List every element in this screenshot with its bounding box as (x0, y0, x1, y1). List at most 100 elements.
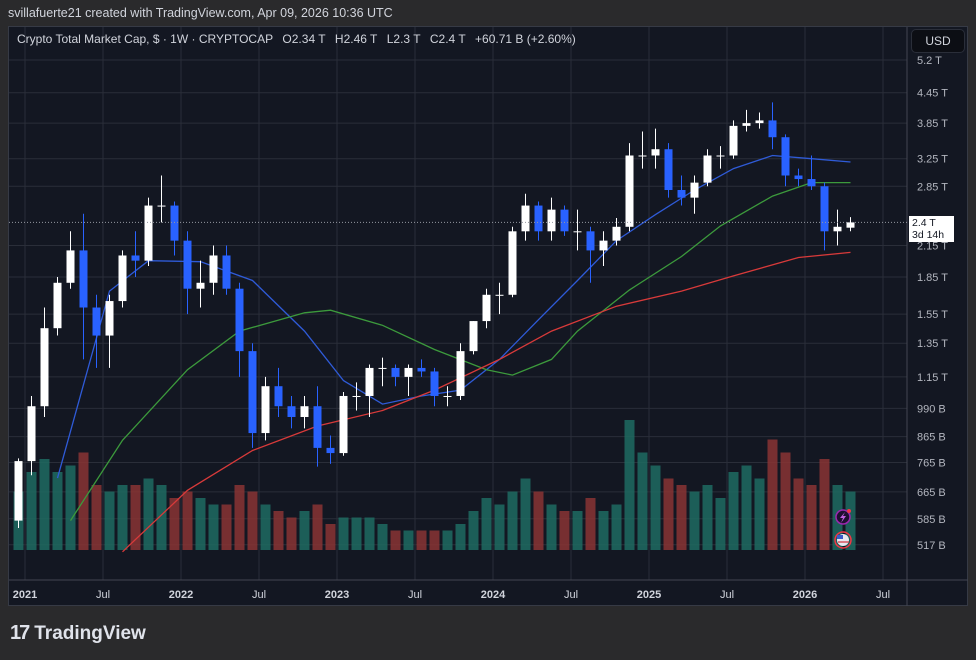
candle (105, 294, 114, 368)
candle (677, 175, 686, 206)
us-flag-event-icon[interactable] (834, 531, 852, 549)
time-tick-label: 2025 (637, 589, 661, 601)
candle (53, 277, 62, 336)
volume-bar (104, 491, 115, 550)
candle (508, 226, 517, 298)
volume-bar (325, 524, 336, 550)
candle (92, 294, 101, 368)
candle-body (66, 250, 75, 283)
candle (443, 386, 452, 407)
volume-bar (442, 530, 453, 550)
candle-body (417, 367, 426, 372)
candle-body (14, 461, 23, 521)
candle (40, 307, 49, 417)
volume-bar (377, 524, 388, 550)
time-tick-label: Jul (408, 589, 422, 601)
volume-bar (117, 485, 128, 550)
candle (222, 245, 231, 295)
volume-bar (572, 511, 583, 550)
volume-bar (468, 511, 479, 550)
volume-bar (481, 498, 492, 550)
volume-bar (429, 530, 440, 550)
volume-bar (754, 478, 765, 550)
candle-body (690, 182, 699, 198)
last-price-label: 2.4 T 3d 14h (909, 216, 954, 242)
candle (365, 364, 374, 417)
candle-body (794, 175, 803, 180)
volume-bar (689, 491, 700, 550)
volume-bar (780, 452, 791, 550)
candle-body (742, 123, 751, 126)
chart-credit: svillafuerte21 created with TradingView.… (8, 6, 393, 20)
candle-body (391, 367, 400, 377)
candle (807, 155, 816, 190)
moving-average-line (122, 251, 851, 553)
volume-bar (39, 459, 50, 550)
legend-close: C2.4 T (429, 32, 466, 46)
volume-bar (728, 472, 739, 550)
price-tick-label: 3.25 T (917, 154, 948, 166)
candle-body (170, 205, 179, 241)
volume-bar (624, 420, 635, 550)
bar-countdown: 3d 14h (912, 229, 945, 241)
price-tick-label: 1.85 T (917, 272, 948, 284)
volume-bar (26, 472, 37, 550)
moving-average-line (69, 181, 851, 521)
candle-body (118, 255, 127, 302)
candle (482, 288, 491, 329)
time-tick-label: 2026 (793, 589, 817, 601)
symbol-title[interactable]: Crypto Total Market Cap, $ · 1W · CRYPTO… (17, 32, 274, 46)
legend-low: L2.3 T (386, 32, 421, 46)
volume-bar (91, 485, 102, 550)
volume-bar (390, 530, 401, 550)
candle-body (456, 351, 465, 396)
candle (716, 146, 725, 169)
candle-body (326, 447, 335, 454)
candle (196, 260, 205, 308)
volume-bar (559, 511, 570, 550)
tv-logo-icon: 17 (10, 622, 30, 644)
candle-body (677, 189, 686, 198)
tradingview-logo[interactable]: 17 TradingView (10, 622, 146, 645)
price-tick-label: 665 B (917, 487, 946, 499)
currency-button[interactable]: USD (911, 29, 965, 53)
candle-body (27, 406, 36, 462)
candle-body (92, 307, 101, 336)
candle-body (521, 205, 530, 232)
candle-body (820, 186, 829, 232)
candle-body (599, 240, 608, 251)
legend-open: O2.34 T (282, 32, 326, 46)
lightning-event-icon[interactable] (835, 509, 851, 525)
candle-body (482, 294, 491, 322)
candle (820, 182, 829, 251)
candle (248, 343, 257, 448)
candle (573, 209, 582, 251)
candle (404, 364, 413, 396)
volume-bar (273, 511, 284, 550)
volume-bar (741, 465, 752, 550)
price-tick-label: 517 B (917, 540, 946, 552)
candle-body (300, 406, 309, 417)
candle (274, 367, 283, 417)
price-tick-label: 865 B (917, 432, 946, 444)
candle (456, 343, 465, 401)
candle (742, 109, 751, 132)
candle-body (53, 282, 62, 329)
candle-body (547, 209, 556, 232)
candle-body (586, 231, 595, 251)
candle-body (365, 367, 374, 396)
candle-body (313, 406, 322, 448)
volume-bar (299, 511, 310, 550)
candle-body (157, 205, 166, 207)
candle (638, 131, 647, 169)
candle (261, 376, 270, 441)
candle (144, 197, 153, 266)
volume-bar (702, 485, 713, 550)
volume-bar (650, 465, 661, 550)
candle-body (508, 231, 517, 295)
candle (66, 231, 75, 289)
candle-body (235, 288, 244, 352)
candle-body (378, 367, 387, 369)
candle-body (755, 120, 764, 124)
